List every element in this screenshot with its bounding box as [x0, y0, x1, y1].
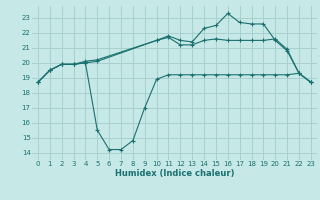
- X-axis label: Humidex (Indice chaleur): Humidex (Indice chaleur): [115, 169, 234, 178]
